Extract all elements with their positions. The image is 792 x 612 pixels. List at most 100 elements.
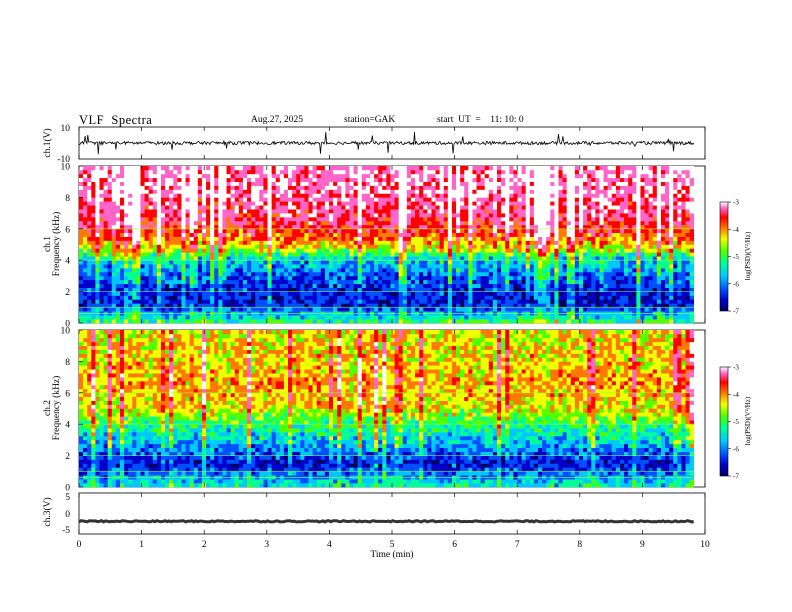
spectrogram-cell: [296, 252, 301, 257]
spectrogram-cell: [222, 291, 227, 296]
spectrogram-cell: [91, 244, 96, 249]
spectrogram-cell: [423, 236, 428, 241]
spectrogram-cell: [337, 209, 342, 214]
spectrogram-cell: [226, 291, 231, 296]
spectrogram-cell: [427, 220, 432, 226]
spectrogram-cell: [238, 299, 244, 304]
spectrogram-cell: [382, 307, 387, 312]
spectrogram-cell: [410, 205, 416, 210]
spectrogram-cell: [341, 291, 346, 296]
spectrogram-cell: [509, 177, 514, 182]
spectrogram-cell: [497, 185, 502, 190]
spectrogram-cell: [140, 256, 145, 261]
spectrogram-cell: [369, 283, 375, 288]
spectrogram-cell: [369, 166, 375, 171]
spectrogram-cell: [259, 181, 264, 186]
spectrogram-cell: [345, 275, 350, 281]
spectrogram-cell: [251, 283, 256, 288]
spectrogram-cell: [341, 173, 346, 179]
spectrogram-cell: [206, 236, 211, 241]
spectrogram-cell: [492, 260, 498, 265]
spectrogram-cell: [324, 275, 330, 281]
spectrogram-cell: [374, 244, 379, 249]
spectrogram-cell: [419, 181, 424, 186]
spectrogram-cell: [99, 283, 104, 288]
spectrogram-cell: [312, 283, 317, 288]
spectrogram-cell: [156, 244, 162, 249]
spectrogram-cell: [308, 315, 313, 320]
spectrogram-cell: [251, 169, 256, 175]
spectrogram-cell: [193, 193, 199, 198]
spectrogram-cell: [242, 205, 248, 210]
spectrogram-cell: [148, 166, 154, 171]
spectrogram-cell: [583, 220, 588, 226]
spectrogram-cell: [99, 315, 104, 320]
spectrogram-cell: [558, 181, 563, 186]
spectrogram-cell: [402, 224, 408, 230]
spectrogram-cell: [316, 193, 322, 198]
spectrogram-cell: [83, 217, 88, 222]
spectrogram-cell: [509, 315, 514, 320]
spectrogram-cell: [533, 303, 539, 308]
spectrogram-cell: [79, 264, 84, 269]
spectrogram-cell: [562, 205, 567, 210]
spectrogram-cell: [189, 189, 195, 194]
spectrogram-cell: [464, 287, 469, 292]
spectrogram-cell: [415, 205, 420, 210]
spectrogram-cell: [308, 236, 313, 241]
spectrogram-cell: [456, 213, 461, 218]
spectrogram-cell: [517, 189, 522, 194]
spectrogram-cell: [587, 315, 592, 320]
spectrogram-cell: [206, 228, 211, 234]
spectrogram-cell: [419, 189, 424, 194]
spectrogram-cell: [136, 252, 141, 257]
spectrogram-cell: [447, 248, 453, 253]
spectrogram-cell: [234, 256, 240, 261]
spectrogram-cell: [394, 224, 399, 230]
spectrogram-cell: [501, 279, 506, 285]
spectrogram-cell: [574, 209, 580, 214]
spectrogram-cell: [95, 224, 100, 230]
spectrogram-cell: [328, 240, 334, 245]
spectrogram-cell: [333, 268, 338, 273]
spectrogram-cell: [279, 291, 285, 296]
spectrogram-cell: [578, 240, 584, 245]
spectrogram-cell: [345, 291, 350, 296]
spectrogram-cell: [566, 248, 572, 253]
spectrogram-cell: [111, 291, 117, 296]
spectrogram-cell: [165, 213, 170, 218]
spectrogram-cell: [300, 177, 305, 182]
spectrogram-cell: [558, 236, 563, 241]
spectrogram-cell: [578, 252, 584, 257]
spectrogram-cell: [271, 173, 277, 179]
spectrogram-cell: [562, 201, 567, 206]
spectrogram-cell: [296, 205, 301, 210]
spectrogram-cell: [296, 319, 301, 324]
spectrogram-cell: [156, 201, 162, 206]
spectrogram-cell: [275, 260, 281, 265]
spectrogram-cell: [115, 299, 121, 304]
spectrogram-cell: [193, 205, 199, 210]
spectrogram-cell: [308, 177, 313, 182]
spectrogram-cell: [288, 295, 293, 300]
spectrogram-cell: [99, 275, 104, 281]
spectrogram-cell: [587, 252, 592, 257]
spectrogram-cell: [476, 283, 481, 288]
spectrogram-cell: [210, 268, 215, 273]
spectrogram-cell: [484, 181, 490, 186]
spectrogram-cell: [152, 197, 158, 202]
spectrogram-cell: [538, 189, 543, 194]
spectrogram-cell: [554, 260, 559, 265]
spectrogram-cell: [533, 260, 539, 265]
spectrogram-cell: [538, 252, 543, 257]
spectrogram-cell: [505, 193, 510, 198]
spectrogram-cell: [525, 264, 531, 269]
spectrogram-cell: [267, 205, 272, 210]
spectrogram-cell: [128, 232, 133, 237]
spectrogram-cell: [558, 185, 563, 190]
spectrogram-cell: [279, 189, 285, 194]
spectrogram-cell: [128, 299, 133, 304]
spectrogram-cell: [345, 299, 350, 304]
spectrogram-cell: [521, 244, 527, 249]
spectrogram-cell: [554, 252, 559, 257]
